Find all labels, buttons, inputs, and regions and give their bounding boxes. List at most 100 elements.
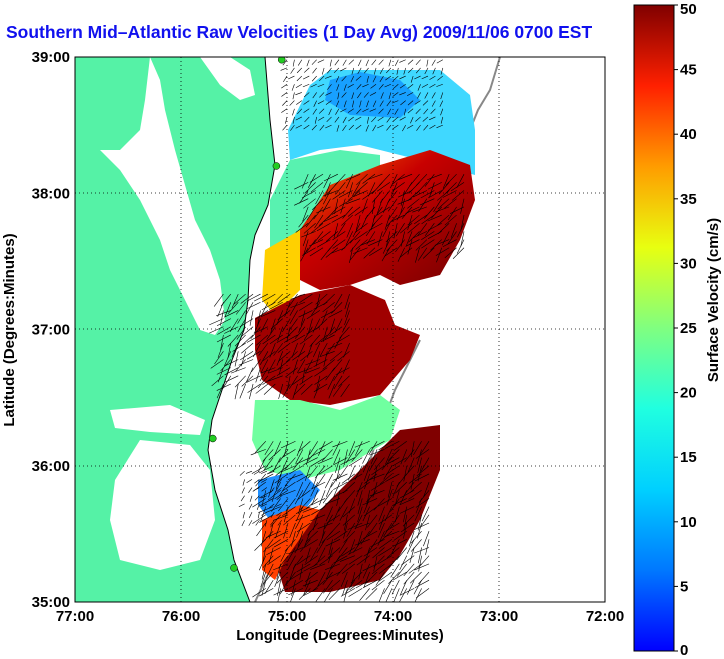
velocity-vector: [314, 465, 326, 479]
velocity-vector: [366, 490, 378, 503]
velocity-vector: [354, 514, 363, 530]
velocity-vector: [405, 206, 420, 214]
velocity-vector: [340, 198, 346, 214]
velocity-vector: [260, 571, 267, 588]
velocity-vector: [348, 124, 354, 131]
velocity-vector: [321, 310, 328, 325]
velocity-vector: [307, 465, 318, 479]
colorbar-tick-label: 25: [680, 320, 697, 337]
velocity-vector: [329, 318, 335, 334]
velocity-vector: [262, 449, 274, 462]
velocity-vector: [276, 351, 284, 366]
y-tick-label: 37:00: [32, 322, 70, 339]
velocity-vector: [403, 563, 415, 577]
velocity-vector: [224, 310, 239, 318]
velocity-vector: [407, 222, 420, 234]
velocity-vector: [417, 514, 422, 531]
velocity-vector: [407, 214, 413, 231]
velocity-vector: [325, 100, 332, 105]
velocity-vector: [318, 465, 333, 475]
velocity-vector: [303, 108, 310, 113]
velocity-vector: [259, 588, 274, 597]
velocity-vector: [340, 457, 355, 465]
velocity-vector: [298, 498, 304, 514]
velocity-vector: [296, 522, 311, 533]
map-title: Southern Mid–Atlantic Raw Velocities (1 …: [6, 22, 593, 42]
velocity-vector: [354, 465, 363, 481]
velocity-vector: [417, 522, 422, 539]
velocity-vector: [313, 206, 324, 220]
velocity-vector: [378, 108, 384, 114]
velocity-vector: [427, 182, 442, 190]
velocity-vector: [283, 514, 296, 526]
velocity-vector: [333, 449, 341, 465]
colorbar-tick-label: 45: [680, 62, 697, 79]
velocity-vector: [276, 487, 282, 492]
velocity-vector: [379, 173, 391, 186]
velocity-vector: [399, 59, 406, 63]
velocity-vector: [420, 441, 430, 455]
velocity-vector: [438, 182, 450, 195]
velocity-vector: [220, 334, 224, 351]
velocity-vector: [333, 481, 341, 497]
velocity-vector: [421, 83, 429, 88]
velocity-vector: [339, 506, 348, 521]
velocity-vector: [234, 375, 246, 388]
velocity-vector: [368, 441, 378, 456]
velocity-vector: [368, 239, 383, 247]
velocity-vector: [296, 100, 303, 105]
velocity-vector: [295, 116, 302, 121]
velocity-vector: [306, 59, 310, 67]
velocity-vector: [314, 375, 328, 385]
velocity-vector: [341, 92, 347, 98]
velocity-vector: [314, 214, 324, 229]
velocity-vector: [430, 108, 436, 114]
velocity-vector: [288, 588, 304, 596]
velocity-vector: [378, 588, 385, 602]
velocity-vector: [295, 514, 311, 521]
velocity-vector: [276, 495, 282, 500]
velocity-vector: [390, 498, 400, 512]
velocity-vector: [268, 547, 274, 564]
velocity-vector: [264, 580, 274, 594]
velocity-vector: [362, 498, 378, 506]
velocity-vector: [277, 342, 291, 353]
velocity-vector: [326, 116, 332, 123]
velocity-vector: [442, 239, 457, 248]
velocity-vector: [325, 124, 332, 129]
velocity-vector: [388, 571, 400, 584]
velocity-vector: [288, 318, 298, 332]
velocity-vector: [400, 490, 415, 499]
velocity-vector: [302, 247, 316, 256]
velocity-vector: [321, 522, 326, 539]
velocity-vector: [297, 59, 303, 66]
velocity-vector: [345, 580, 356, 594]
velocity-vector: [407, 59, 414, 65]
velocity-vector: [324, 498, 341, 505]
velocity-vector: [305, 547, 311, 563]
velocity-vector: [281, 457, 289, 473]
velocity-vector: [312, 514, 319, 531]
velocity-vector: [278, 555, 289, 569]
velocity-vector: [303, 67, 310, 73]
velocity-vector: [397, 247, 405, 262]
velocity-vector: [332, 231, 346, 241]
velocity-vector: [431, 100, 436, 107]
velocity-vector: [292, 359, 298, 375]
velocity-vector: [265, 563, 274, 579]
velocity-vector: [316, 375, 321, 392]
velocity-vector: [328, 383, 335, 399]
velocity-vector: [392, 124, 399, 130]
velocity-vector: [356, 555, 370, 566]
velocity-vector: [290, 588, 296, 602]
velocity-vector: [319, 75, 325, 82]
velocity-vector: [350, 571, 356, 588]
velocity-vector: [319, 124, 325, 131]
velocity-vector: [431, 59, 436, 66]
velocity-vector: [410, 571, 422, 584]
velocity-vector: [279, 580, 289, 595]
velocity-vector: [319, 342, 328, 357]
y-tick-label: 39:00: [32, 49, 70, 66]
velocity-vector: [245, 302, 254, 316]
velocity-vector: [227, 343, 232, 359]
